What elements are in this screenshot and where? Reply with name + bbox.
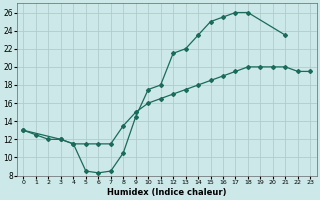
X-axis label: Humidex (Indice chaleur): Humidex (Indice chaleur) — [107, 188, 227, 197]
